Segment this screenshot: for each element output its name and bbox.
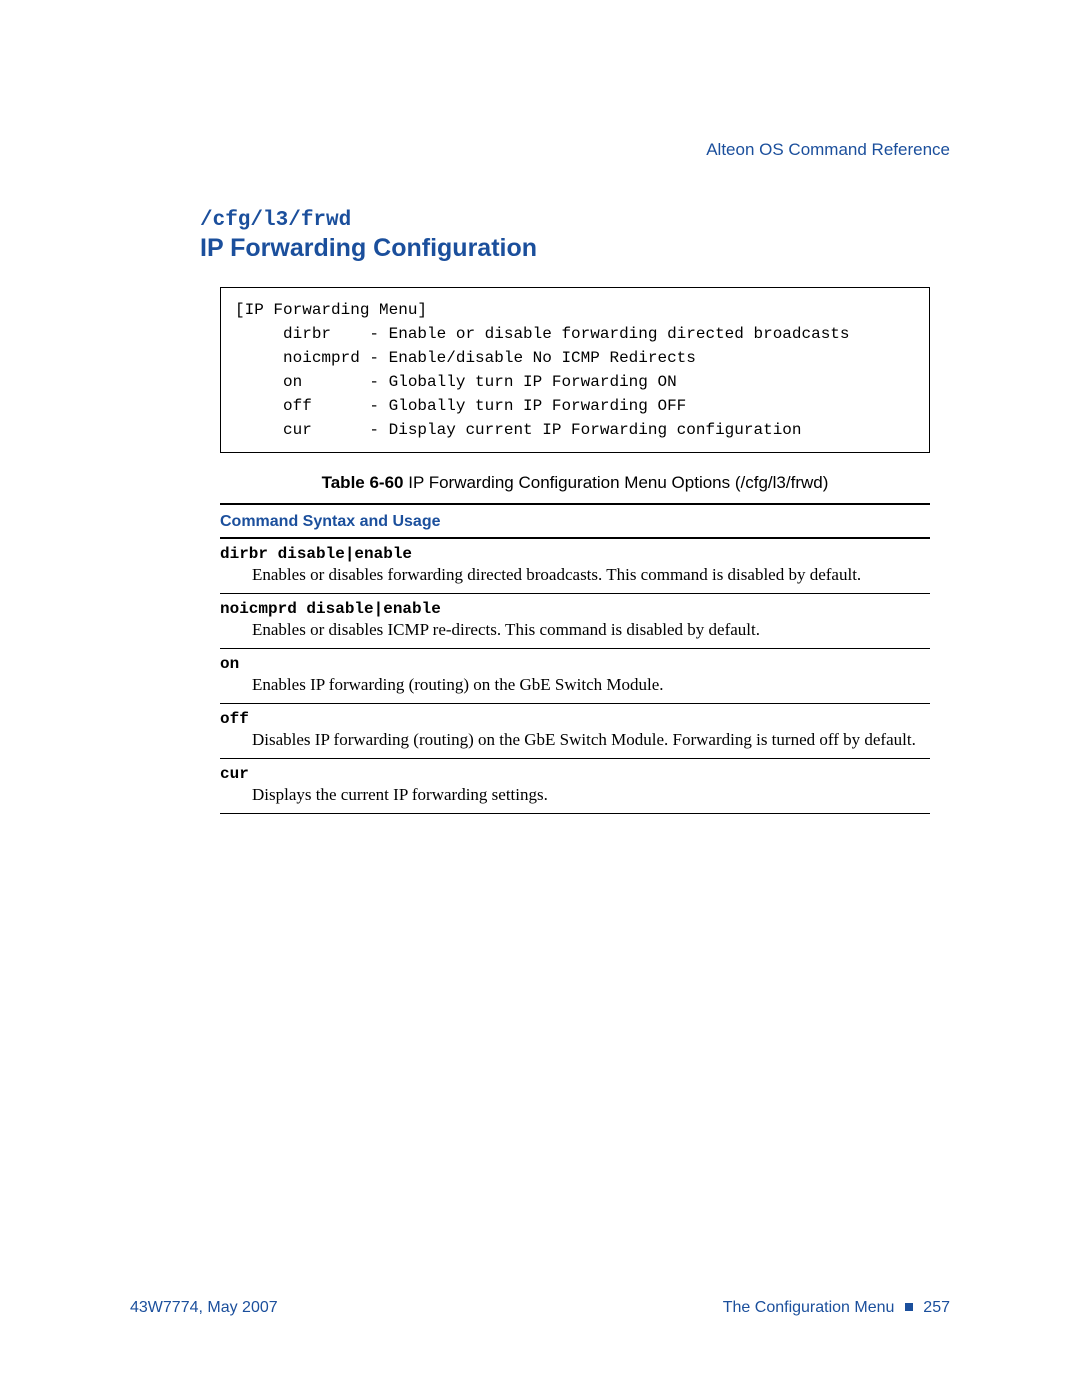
page-footer: 43W7774, May 2007 The Configuration Menu…	[130, 1299, 950, 1317]
rule-bottom	[220, 813, 930, 814]
command-syntax: off	[220, 710, 930, 728]
section-title: IP Forwarding Configuration	[200, 233, 950, 263]
command-row: noicmprd disable|enable Enables or disab…	[220, 594, 930, 648]
footer-page-number: 257	[919, 1299, 950, 1316]
command-row: on Enables IP forwarding (routing) on th…	[220, 649, 930, 703]
command-table: Command Syntax and Usage dirbr disable|e…	[220, 503, 930, 814]
command-row: cur Displays the current IP forwarding s…	[220, 759, 930, 813]
command-description: Enables or disables ICMP re-directs. Thi…	[220, 618, 930, 640]
table-caption: Table 6-60 IP Forwarding Configuration M…	[220, 473, 930, 493]
document-page: Alteon OS Command Reference /cfg/l3/frwd…	[0, 0, 1080, 1397]
command-row: dirbr disable|enable Enables or disables…	[220, 539, 930, 593]
command-description: Disables IP forwarding (routing) on the …	[220, 728, 930, 750]
footer-section: The Configuration Menu	[723, 1299, 899, 1316]
command-row: off Disables IP forwarding (routing) on …	[220, 704, 930, 758]
section-path: /cfg/l3/frwd	[200, 208, 950, 233]
command-syntax: noicmprd disable|enable	[220, 600, 930, 618]
command-syntax: on	[220, 655, 930, 673]
table-caption-label: Table 6-60	[322, 473, 404, 492]
square-bullet-icon	[905, 1303, 913, 1311]
command-syntax: dirbr disable|enable	[220, 545, 930, 563]
table-caption-text: IP Forwarding Configuration Menu Options…	[404, 473, 829, 492]
footer-left: 43W7774, May 2007	[130, 1299, 278, 1317]
menu-listing-box: [IP Forwarding Menu] dirbr - Enable or d…	[220, 287, 930, 453]
command-description: Enables IP forwarding (routing) on the G…	[220, 673, 930, 695]
command-syntax: cur	[220, 765, 930, 783]
table-header: Command Syntax and Usage	[220, 505, 930, 537]
running-header: Alteon OS Command Reference	[200, 140, 950, 160]
command-description: Enables or disables forwarding directed …	[220, 563, 930, 585]
command-description: Displays the current IP forwarding setti…	[220, 783, 930, 805]
footer-right: The Configuration Menu 257	[723, 1299, 950, 1317]
